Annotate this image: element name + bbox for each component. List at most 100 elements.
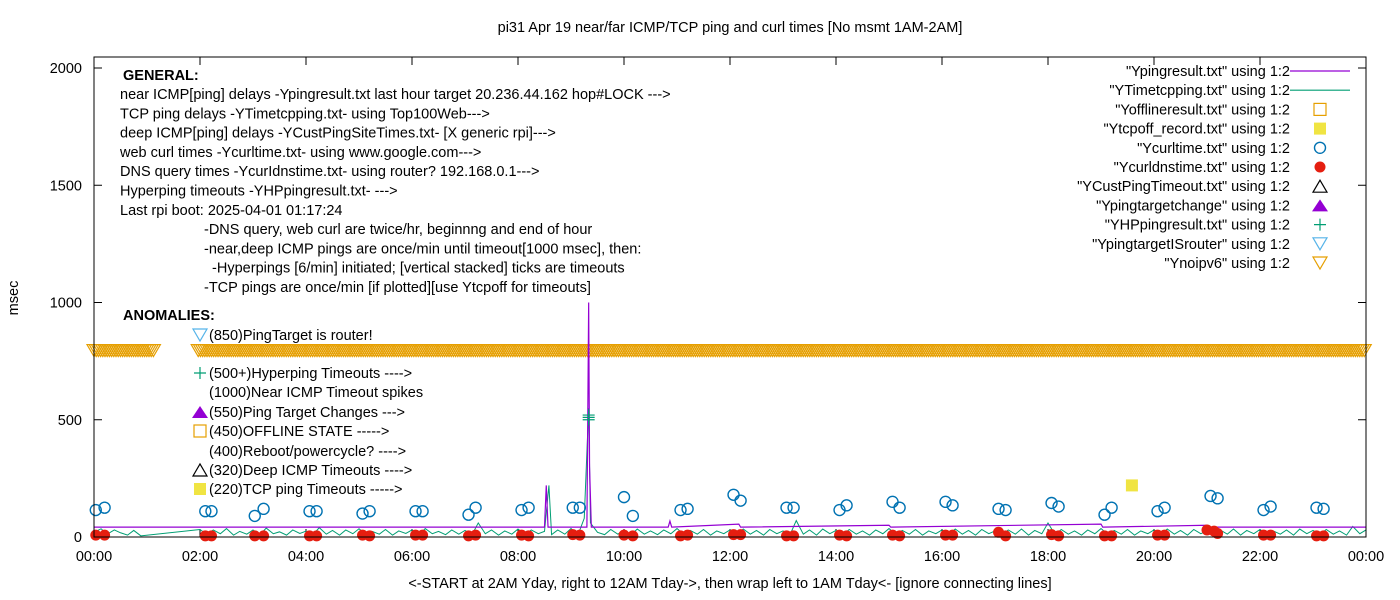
y-axis-label: msec	[6, 281, 22, 316]
anomaly-marker-stroke	[194, 367, 206, 379]
anomaly-marker	[193, 424, 207, 438]
anomaly-marker	[192, 406, 208, 418]
curltime-point	[98, 501, 111, 514]
legend-label: "Ycurldnstime.txt" using 1:2	[1114, 160, 1290, 176]
anomaly-item: (1000)Near ICMP Timeout spikes	[209, 385, 423, 401]
curldnstime-point	[249, 530, 261, 542]
curldnstime-point	[574, 529, 586, 541]
curldnstime-point	[99, 529, 111, 541]
general-note: deep ICMP[ping] delays -YCustPingSiteTim…	[120, 126, 556, 142]
curltime-point	[303, 505, 316, 518]
legend-marker	[1312, 199, 1328, 212]
curltime-point	[522, 501, 535, 514]
curltime-point	[893, 501, 906, 514]
general-note: near ICMP[ping] delays -Ypingresult.txt …	[120, 87, 671, 103]
legend-marker	[1311, 237, 1329, 251]
curltime-point	[992, 502, 1005, 516]
anomaly-item: (220)TCP ping Timeouts ----->	[209, 482, 403, 498]
curldnstime-point	[735, 529, 747, 541]
general-note: DNS query times -YcurIdnstime.txt- using…	[120, 164, 539, 180]
x-tick-label: 02:00	[182, 549, 218, 565]
curldnstime-point	[1053, 530, 1065, 542]
curldnstime-point	[788, 530, 800, 542]
general-note-indented: -Hyperpings [6/min] initiated; [vertical…	[204, 261, 625, 277]
legend-label: "YTimetcpping.txt" using 1:2	[1109, 83, 1290, 99]
curldnstime-point	[947, 529, 959, 541]
curltime-point	[939, 495, 952, 509]
legend-marker	[1314, 122, 1326, 135]
legend-marker	[1313, 102, 1327, 117]
curltime-point	[566, 501, 579, 514]
chart-title: pi31 Apr 19 near/far ICMP/TCP ping and c…	[498, 20, 963, 36]
curltime-point	[787, 501, 800, 514]
curltime-point	[1045, 496, 1058, 510]
curldnstime-point	[1106, 530, 1118, 542]
plot-border	[93, 56, 1367, 538]
curldnstime-point	[682, 529, 694, 541]
legend-label: "YHPpingresult.txt" using 1:2	[1105, 218, 1290, 234]
legend-label: "Ytcpoff_record.txt" using 1:2	[1103, 122, 1290, 138]
legend-marker	[1314, 161, 1326, 173]
x-tick-label: 20:00	[1136, 549, 1172, 565]
curldnstime-point	[90, 529, 102, 541]
y-tick-label: 0	[74, 530, 82, 546]
curldnstime-point	[311, 530, 323, 542]
x-tick-label: 06:00	[394, 549, 430, 565]
curldnstime-point	[894, 530, 906, 542]
x-tick-label: 00:00	[1348, 549, 1384, 565]
curltime-point	[840, 499, 853, 512]
y-tick-label: 1500	[50, 178, 82, 194]
anomaly-marker	[194, 367, 206, 379]
curltime-point	[1158, 501, 1171, 514]
curldnstime-point	[258, 530, 270, 542]
anomaly-item: (400)Reboot/powercycle? ---->	[209, 444, 406, 460]
x-axis-label: <-START at 2AM Yday, right to 12AM Tday-…	[408, 576, 1051, 592]
curltime-point	[416, 505, 429, 518]
curldnstime-point	[1265, 529, 1277, 541]
curldnstime-point	[1318, 530, 1330, 542]
general-note: web curl times -Ycurltime.txt- using www…	[119, 145, 481, 161]
curltime-point	[199, 505, 212, 518]
curltime-point	[310, 505, 323, 518]
curltime-point	[89, 503, 102, 517]
x-tick-label: 08:00	[500, 549, 536, 565]
curltime-point	[1151, 505, 1164, 518]
x-tick-label: 04:00	[288, 549, 324, 565]
curldnstime-point	[523, 530, 535, 542]
curltime-point	[1264, 500, 1277, 513]
x-tick-label: 12:00	[712, 549, 748, 565]
general-note: Hyperping timeouts -YHPpingresult.txt- -…	[120, 184, 398, 200]
legend-label: "YCustPingTimeout.txt" using 1:2	[1077, 179, 1290, 195]
legend-label: "Ycurltime.txt" using 1:2	[1137, 141, 1290, 157]
general-note-indented: -near,deep ICMP pings are once/min until…	[204, 241, 641, 257]
curldnstime-point	[364, 530, 376, 542]
legend-label: "YpingtargetISrouter" using 1:2	[1092, 237, 1290, 253]
x-tick-label: 22:00	[1242, 549, 1278, 565]
x-tick-label: 10:00	[606, 549, 642, 565]
anomalies-heading: ANOMALIES:	[123, 308, 215, 324]
legend-label: "Ynoipv6" using 1:2	[1164, 256, 1290, 272]
curltime-point	[205, 505, 218, 518]
curltime-point	[681, 502, 694, 516]
y-tick-label: 2000	[50, 61, 82, 77]
anomaly-marker	[194, 483, 206, 495]
y-tick-label: 500	[58, 413, 82, 429]
curldnstime-point	[1212, 527, 1224, 539]
curltime-point	[886, 495, 899, 509]
curldnstime-point	[417, 529, 429, 541]
curltime-point	[727, 488, 740, 501]
anomaly-item: (320)Deep ICMP Timeouts ---->	[209, 463, 412, 479]
curldnstime-point	[1159, 529, 1171, 541]
legend-label: "Ypingresult.txt" using 1:2	[1126, 64, 1290, 80]
y-tick-label: 1000	[50, 296, 82, 312]
legend-marker-stroke	[1314, 218, 1326, 231]
noipv6-point	[145, 343, 162, 358]
curldnstime-point	[470, 529, 482, 541]
curltime-point	[1105, 501, 1118, 514]
x-tick-label: 00:00	[76, 549, 112, 565]
curltime-point	[674, 503, 687, 517]
hpping-point	[582, 409, 595, 422]
anomaly-marker	[191, 462, 209, 477]
anomaly-marker	[191, 328, 209, 343]
